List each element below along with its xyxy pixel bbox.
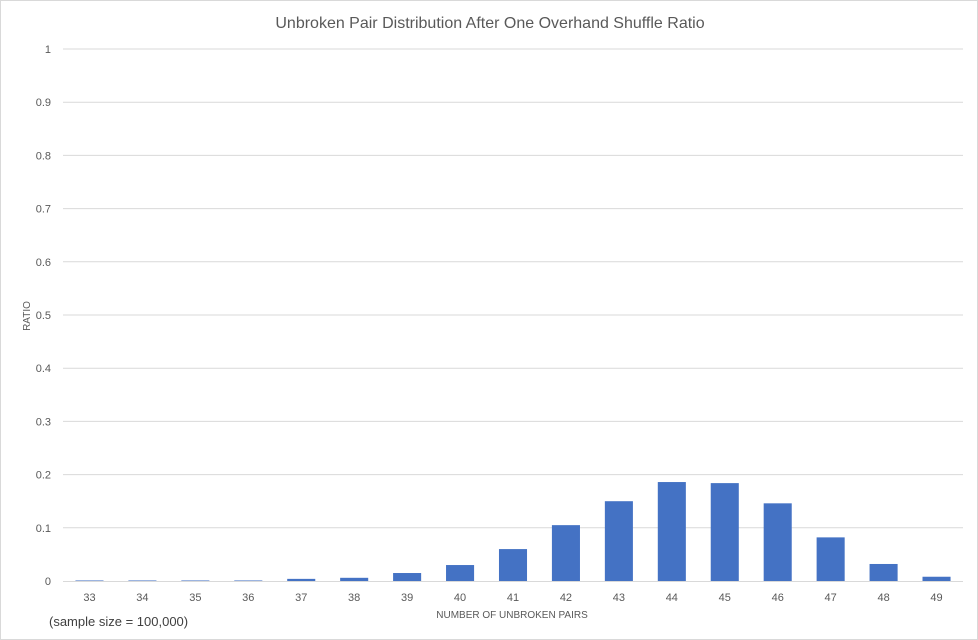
- bar-44: [657, 482, 686, 581]
- y-tick-label: 0.2: [36, 470, 51, 482]
- y-tick-label: 0.5: [36, 310, 51, 322]
- y-tick-label: 0.4: [36, 363, 51, 375]
- x-tick-label: 41: [507, 592, 519, 604]
- x-axis-label: NUMBER OF UNBROKEN PAIRS: [436, 610, 588, 621]
- bar-40: [446, 565, 475, 581]
- x-tick-label: 34: [136, 592, 148, 604]
- x-tick-label: 44: [666, 592, 678, 604]
- x-tick-label: 42: [560, 592, 572, 604]
- x-axis-ticks: 33 34 35 36 37 38 39 40 41 42 43 44 45 46 47 48 49: [83, 592, 942, 604]
- y-tick-label: 0.8: [36, 150, 51, 162]
- x-tick-label: 43: [613, 592, 625, 604]
- gridlines: [63, 48, 963, 529]
- y-axis-ticks: 0 0.1 0.2 0.3 0.4 0.5 0.6 0.7 0.8 0.9 1: [36, 44, 51, 588]
- bar-46: [763, 503, 792, 581]
- y-tick-label: 1: [45, 44, 51, 56]
- y-tick-label: 0.1: [36, 523, 51, 535]
- bar-33: [75, 580, 104, 582]
- x-tick-label: 48: [877, 592, 889, 604]
- bar-49: [922, 576, 951, 581]
- y-tick-label: 0.9: [36, 97, 51, 109]
- x-tick-label: 36: [242, 592, 254, 604]
- y-tick-label: 0.7: [36, 204, 51, 216]
- sample-size-note: (sample size = 100,000): [49, 614, 189, 629]
- bar-47: [816, 537, 845, 581]
- bar-45: [710, 483, 739, 581]
- x-tick-label: 49: [930, 592, 942, 604]
- chart-title: Unbroken Pair Distribution After One Ove…: [275, 15, 704, 32]
- bar-38: [340, 577, 369, 581]
- bar-35: [181, 580, 210, 582]
- y-tick-label: 0: [45, 576, 51, 588]
- x-tick-label: 37: [295, 592, 307, 604]
- bar-37: [287, 578, 316, 581]
- y-tick-label: 0.3: [36, 416, 51, 428]
- bar-48: [869, 563, 898, 581]
- bar-41: [498, 549, 528, 581]
- bar-43: [604, 501, 633, 581]
- x-tick-label: 45: [719, 592, 731, 604]
- bar-34: [128, 580, 157, 582]
- bar-42: [551, 525, 580, 581]
- bars: [75, 482, 951, 582]
- x-tick-label: 38: [348, 592, 360, 604]
- x-tick-label: 46: [772, 592, 784, 604]
- y-axis-label: RATIO: [22, 301, 33, 331]
- x-tick-label: 33: [83, 592, 95, 604]
- x-tick-label: 40: [454, 592, 466, 604]
- bar-36: [234, 580, 263, 582]
- x-tick-label: 39: [401, 592, 413, 604]
- x-tick-label: 35: [189, 592, 201, 604]
- bar-39: [393, 573, 422, 581]
- x-tick-label: 47: [825, 592, 837, 604]
- y-tick-label: 0.6: [36, 257, 51, 269]
